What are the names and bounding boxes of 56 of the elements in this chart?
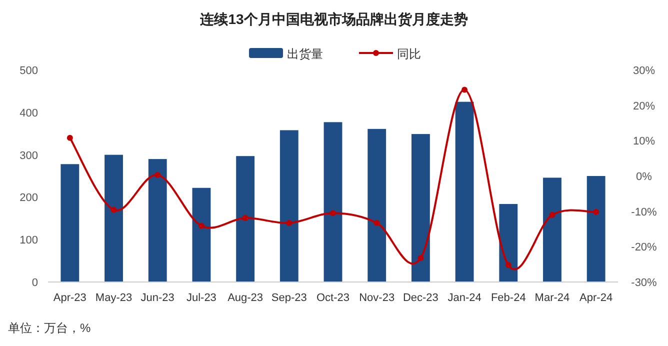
bar [455, 102, 474, 282]
bar [192, 188, 211, 282]
x-tick-label: Jun-23 [140, 292, 174, 304]
x-tick-label: Aug-23 [228, 292, 264, 304]
chart-title: 连续13个月中国电视市场品牌出货月度走势 [199, 11, 468, 27]
point [462, 86, 468, 93]
bar [60, 164, 80, 282]
point [549, 212, 556, 218]
y2-tick-label: 30% [632, 65, 656, 77]
point [66, 134, 73, 141]
x-tick-label: Feb-24 [490, 292, 526, 304]
x-tick-label: Jan-24 [448, 292, 482, 304]
bar [324, 122, 342, 282]
bar [148, 159, 167, 282]
point [418, 254, 424, 261]
point [286, 220, 292, 226]
bar [543, 178, 562, 282]
bar [280, 130, 298, 282]
y-tick-label: 500 [20, 65, 38, 77]
y2-tick-label: -10% [631, 206, 658, 218]
x-tick-label: Oct-23 [316, 292, 350, 304]
point [374, 220, 380, 226]
y-tick-label: 0 [32, 277, 38, 289]
y-tick-label: 300 [20, 150, 38, 162]
x-tick-label: Apr-23 [53, 292, 86, 304]
x-tick-label: Nov-23 [359, 292, 395, 304]
y-tick-label: 200 [20, 192, 38, 204]
text: 单位：万台，% [8, 321, 91, 335]
point [593, 209, 600, 216]
bar [236, 156, 255, 282]
bar [411, 134, 430, 282]
bar [586, 176, 606, 282]
point [154, 172, 161, 178]
x-tick-label: Jul-23 [186, 292, 216, 304]
legend-label: 同比 [397, 47, 421, 61]
y-tick-label: 400 [20, 107, 38, 120]
bar [368, 128, 386, 282]
x-tick-label: Apr-24 [580, 292, 613, 304]
y-tick-label: 100 [20, 234, 38, 247]
point [505, 262, 512, 268]
x-tick-label: Dec-23 [402, 292, 438, 304]
y2-tick-label: 0% [636, 171, 652, 183]
bar [104, 154, 123, 282]
bar [499, 204, 518, 282]
y2-tick-label: -20% [631, 242, 658, 254]
point [110, 206, 117, 213]
x-tick-label: Sep-23 [271, 292, 307, 304]
point [330, 210, 336, 216]
point [198, 222, 204, 229]
x-tick-label: May-23 [95, 292, 132, 304]
legend-label: 出货量 [287, 47, 323, 61]
point [242, 215, 248, 222]
y2-tick-label: -30% [631, 277, 658, 289]
y2-tick-label: 10% [632, 136, 656, 148]
x-tick-label: Mar-24 [534, 292, 570, 304]
y2-tick-label: 20% [632, 100, 656, 112]
